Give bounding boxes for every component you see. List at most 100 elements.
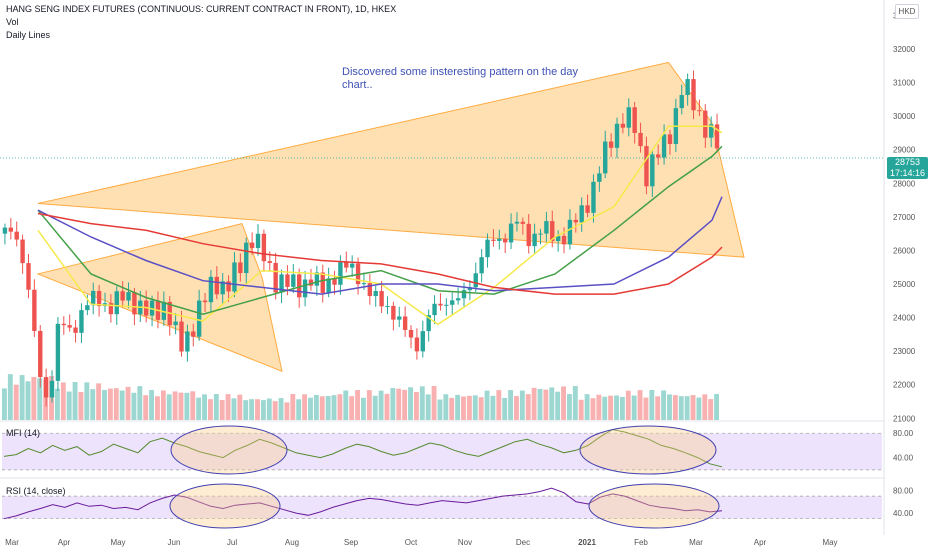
candle-body	[91, 290, 96, 306]
candle-body	[261, 233, 267, 262]
volume-bar	[702, 394, 708, 420]
volume-bar	[143, 395, 149, 420]
candle-body	[96, 290, 102, 307]
volume-bar	[484, 390, 490, 420]
candle-body	[656, 154, 661, 158]
candle-body	[703, 110, 708, 138]
volume-bar	[278, 398, 284, 420]
volume-bar	[455, 394, 461, 420]
last-price-tag: 28753 17:14:16	[887, 157, 928, 179]
volume-bar	[78, 391, 84, 420]
volume-bar	[678, 396, 684, 420]
candle-body	[573, 219, 579, 223]
candle-body	[2, 227, 8, 234]
time-axis-tick: May	[822, 538, 837, 547]
candle-body	[473, 273, 478, 288]
candle-body	[173, 321, 178, 326]
candle-body	[508, 223, 514, 243]
chart-title: HANG SENG INDEX FUTURES (CONTINUOUS: CUR…	[6, 4, 397, 14]
rsi-axis-tick: 80.00	[893, 486, 914, 495]
volume-bar	[596, 394, 602, 420]
candle-body	[85, 305, 90, 311]
time-axis-tick: Feb	[634, 538, 648, 547]
volume-bar	[207, 399, 213, 420]
volume-label: Vol	[6, 17, 19, 27]
volume-bar	[519, 390, 525, 420]
volume-bar	[255, 399, 260, 420]
volume-bar	[366, 390, 372, 420]
candle-body	[79, 310, 84, 333]
candle-body	[620, 123, 626, 128]
volume-bar	[461, 396, 466, 420]
volume-bar	[302, 394, 308, 420]
candle-body	[361, 283, 367, 285]
volume-bar	[649, 390, 655, 420]
candle-body	[32, 289, 37, 331]
candle-body	[626, 107, 631, 128]
time-axis-tick: Mar	[689, 538, 703, 547]
volume-bar	[66, 391, 72, 420]
time-axis-tick: Sep	[344, 538, 359, 547]
volume-bar	[284, 402, 290, 420]
candle-body	[55, 323, 61, 381]
volume-bar	[331, 395, 337, 420]
volume-bar	[378, 390, 384, 420]
candle-body	[314, 272, 320, 286]
volume-bar	[272, 401, 278, 420]
volume-bar	[396, 388, 402, 420]
candle-body	[638, 132, 643, 147]
rsi-line	[3, 487, 723, 520]
moving-average-line	[37, 145, 723, 315]
volume-bar	[225, 394, 231, 420]
candle-body	[714, 124, 720, 149]
price-axis-tick: 22000	[893, 381, 916, 390]
candle-body	[220, 281, 225, 295]
volume-bar	[472, 395, 478, 420]
candle-body	[332, 278, 337, 285]
candle-body	[632, 107, 637, 133]
volume-bar	[490, 395, 496, 420]
volume-bar	[296, 399, 302, 420]
price-axis-tick: 24000	[893, 314, 916, 323]
candle-body	[479, 257, 484, 274]
candle-body	[161, 301, 167, 320]
time-axis-tick: Nov	[458, 538, 472, 547]
candle-body	[579, 205, 584, 223]
volume-bar	[37, 378, 43, 420]
mfi-axis-tick: 80.00	[893, 429, 914, 438]
volume-bar	[155, 396, 160, 420]
volume-bar	[313, 394, 319, 420]
rsi-highlight-ellipse	[169, 483, 281, 529]
volume-bar	[572, 386, 578, 420]
candle-body	[461, 290, 467, 299]
volume-bar	[343, 390, 349, 420]
candle-body	[338, 262, 343, 285]
candle-body	[61, 323, 66, 326]
price-axis-tick: 25000	[893, 280, 916, 289]
candle-body	[561, 235, 567, 245]
candle-body	[550, 221, 555, 242]
volume-bar	[102, 389, 107, 420]
chart-annotation[interactable]: Discovered some insteresting pattern on …	[342, 66, 579, 91]
volume-bar	[543, 389, 549, 420]
candle-body	[391, 305, 396, 320]
volume-bar	[172, 391, 178, 420]
volume-bar	[584, 394, 590, 420]
currency-badge[interactable]: HKD	[895, 4, 919, 19]
volume-bar	[402, 389, 408, 420]
volume-bar	[337, 394, 343, 420]
volume-bar	[708, 399, 714, 420]
volume-bar	[355, 390, 360, 420]
volume-bar	[531, 387, 537, 420]
volume-bar	[231, 398, 237, 420]
volume-bar	[84, 382, 90, 420]
candle-body	[438, 303, 443, 306]
candle-body	[226, 281, 231, 292]
volume-bar	[478, 397, 484, 420]
candle-body	[385, 305, 390, 307]
volume-bar	[25, 381, 31, 420]
candle-body	[567, 219, 573, 245]
volume-bar	[555, 391, 561, 420]
mfi-line	[3, 428, 723, 468]
